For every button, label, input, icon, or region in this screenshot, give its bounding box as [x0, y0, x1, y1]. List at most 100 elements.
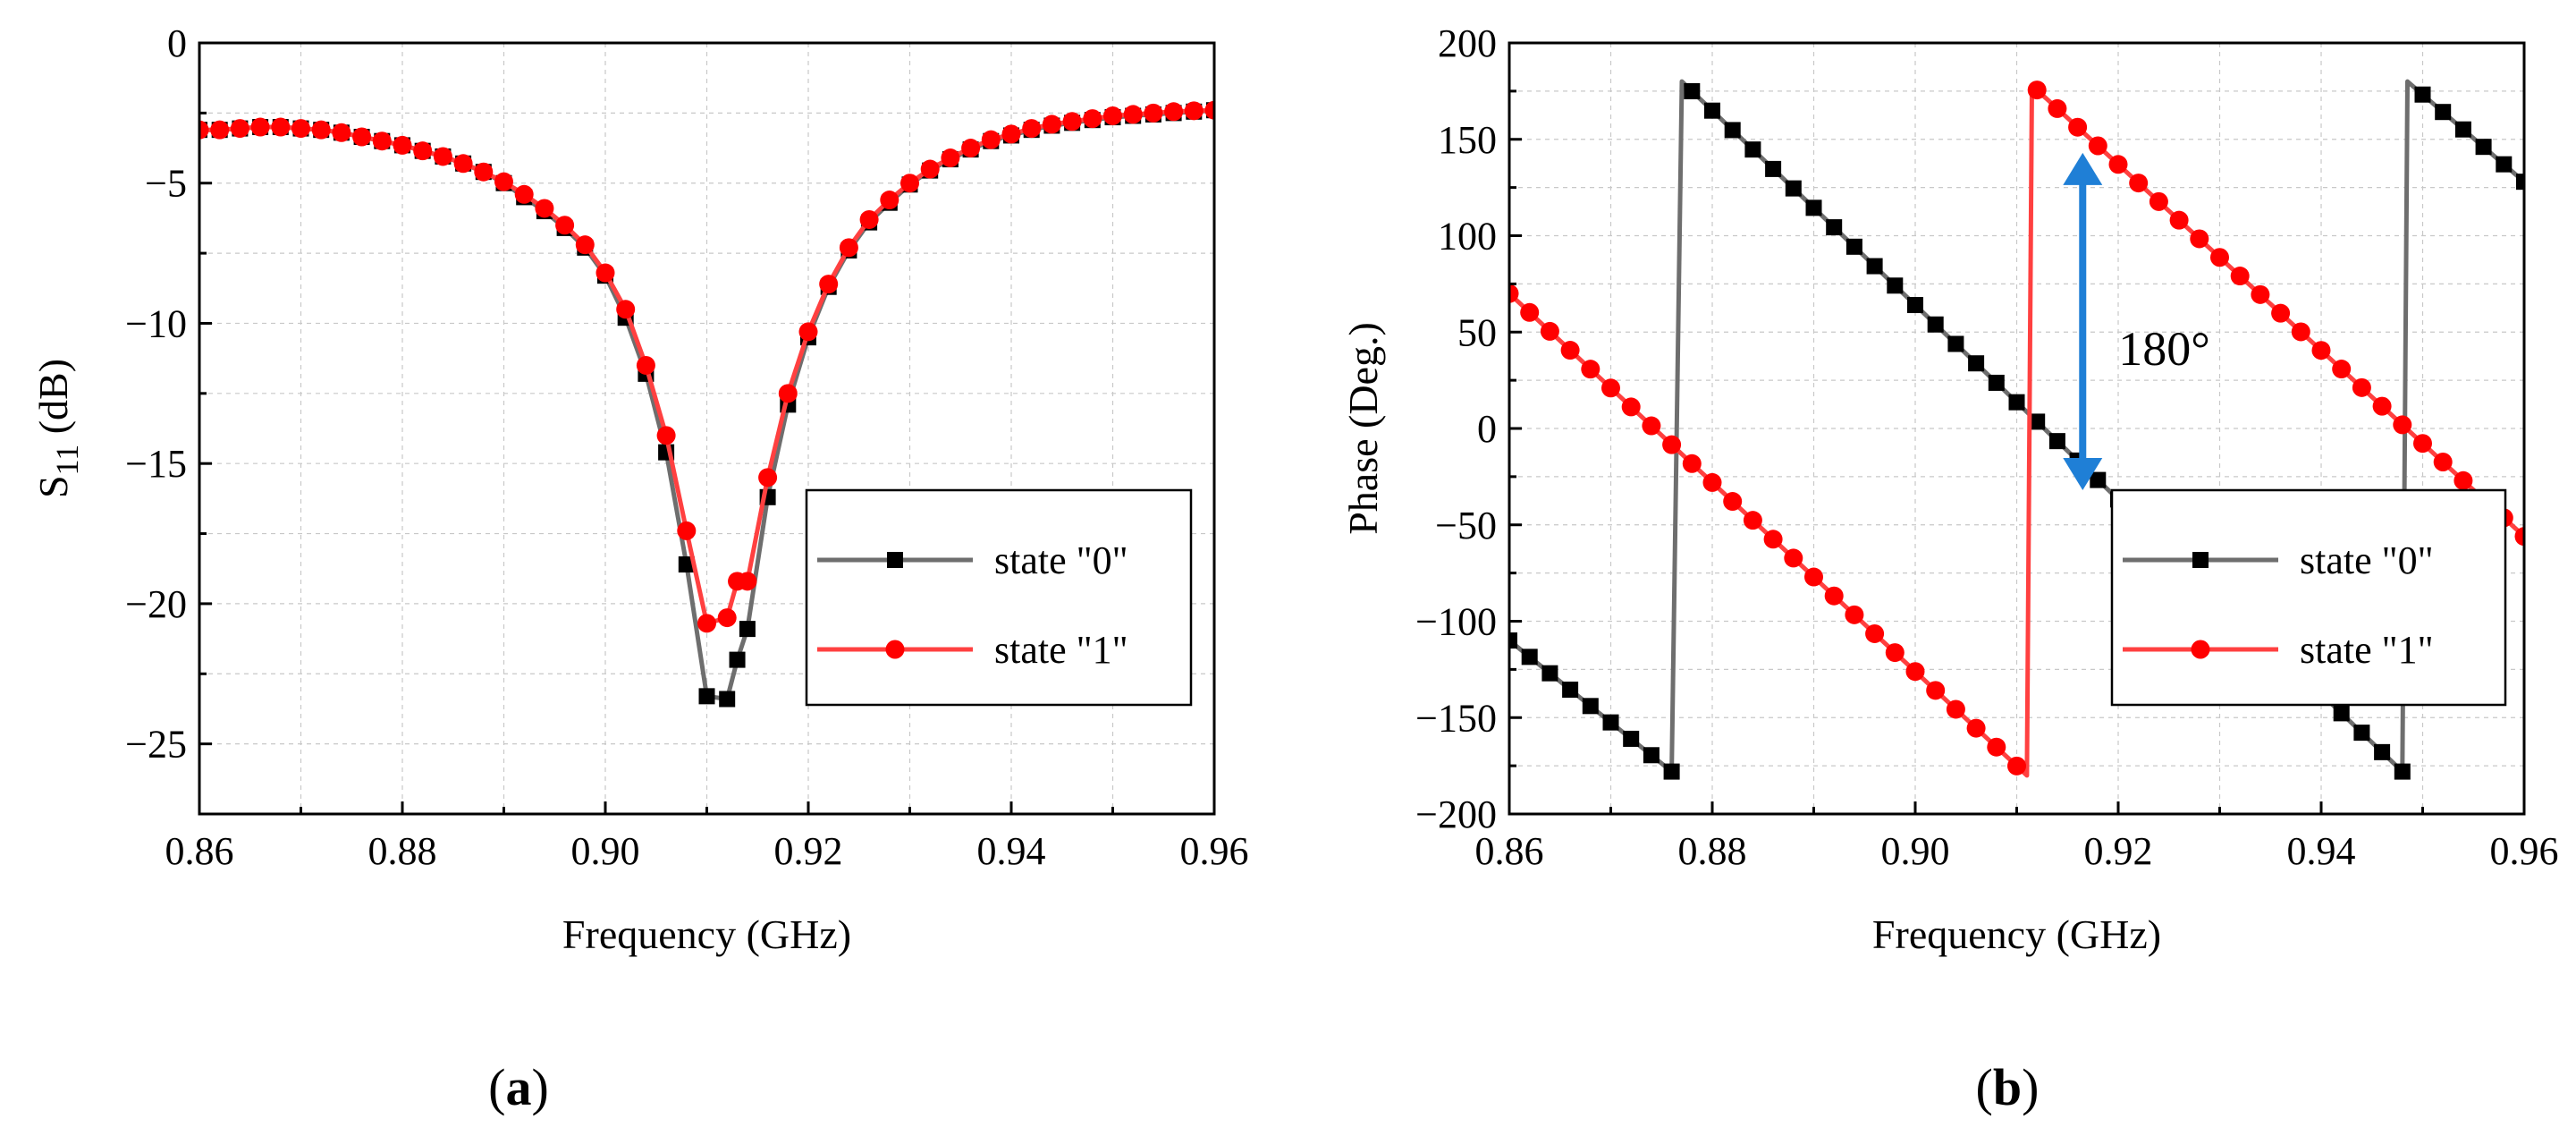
state-1-point [2129, 174, 2149, 193]
state-1-point [920, 159, 940, 179]
state-0-point [739, 621, 756, 638]
state-0-point [1947, 335, 1964, 352]
state-0-point [1785, 180, 1802, 197]
state-0-point [719, 691, 736, 708]
y-tick-label: 0 [1477, 407, 1497, 451]
x-axis: 0.86 0.88 0.90 0.92 0.94 0.96 [1475, 801, 2559, 873]
state-1-point [1865, 623, 1885, 643]
state-0-point [1845, 238, 1862, 255]
legend-state-1-label: state "1" [994, 628, 1128, 672]
legend-state-0-label: state "0" [994, 538, 1128, 582]
state-0-point [1684, 82, 1701, 99]
state-1-point [2311, 341, 2331, 360]
y-axis-label-sub: 11 [49, 445, 85, 476]
x-tick-label: 0.92 [2084, 829, 2153, 873]
legend-state-1-label: state "1" [2300, 628, 2434, 672]
y-axis-label: Phase (Deg.) [1340, 322, 1386, 535]
state-1-point [453, 154, 473, 174]
state-1-point [514, 184, 534, 204]
y-tick-label: −10 [125, 301, 187, 345]
state-1-point [595, 263, 615, 283]
x-tick-label: 0.86 [1475, 829, 1544, 873]
state-1-point [474, 162, 494, 182]
state-0-point [2454, 121, 2471, 138]
x-tick-label: 0.92 [774, 829, 843, 873]
state-1-point [616, 300, 636, 319]
state-1-point [2169, 210, 2189, 230]
state-1-point [535, 199, 554, 218]
state-0-point [2353, 725, 2370, 742]
state-0-point [1704, 102, 1720, 119]
state-0-point [2333, 705, 2350, 722]
annotation-arrow-head-up [2063, 152, 2103, 185]
state-0-point [729, 651, 746, 668]
state-1-point [1062, 112, 1082, 131]
state-1-point [1743, 511, 1762, 530]
state-0-point [1724, 122, 1741, 139]
state-1-point [413, 141, 433, 161]
state-1-point [1204, 100, 1214, 120]
y-tick-label: −5 [145, 162, 187, 206]
state-0-point [1866, 258, 1883, 275]
state-1-point [1763, 530, 1783, 549]
state-1-point [819, 275, 839, 294]
x-tick-label: 0.86 [165, 829, 234, 873]
state-1-point [839, 238, 858, 258]
y-tick-label: 150 [1438, 118, 1497, 162]
state-1-point [941, 148, 960, 168]
legend-box [805, 488, 1193, 707]
state-1-point [1184, 101, 1204, 121]
grid [198, 42, 1215, 814]
state-1-point [2514, 527, 2524, 547]
y-tick-label: 100 [1438, 215, 1497, 259]
y-tick-label: 0 [167, 21, 187, 65]
state-0-point [2394, 763, 2411, 780]
legend-state-0-marker [2192, 552, 2209, 568]
state-1-point [758, 468, 778, 487]
state-1-point [1042, 114, 1061, 134]
state-1-point [1926, 681, 1946, 700]
legend-state-0-marker [887, 552, 903, 568]
state-0-point [1541, 665, 1558, 682]
state-0-point [2516, 174, 2524, 191]
state-1-point [738, 572, 757, 591]
state-1-point [717, 608, 737, 628]
state-0-point [1623, 730, 1640, 747]
x-tick-label: 0.90 [1881, 829, 1950, 873]
state-1-point [433, 147, 452, 166]
state-1-point [2190, 229, 2209, 249]
state-0-point [1765, 160, 1782, 177]
legend-box [2110, 488, 2507, 707]
y-axis: 0 −5 −10 −15 −20 −25 [125, 21, 212, 767]
state-1-point [798, 322, 818, 342]
state-0-point [2414, 86, 2431, 103]
state-0-point [1826, 219, 1843, 236]
state-1-point [2230, 267, 2250, 286]
state-0-point [2090, 471, 2107, 488]
state-1-point [2433, 453, 2453, 472]
state-0-point [678, 556, 695, 573]
state-1-point [2271, 303, 2291, 323]
state-1-point [1905, 662, 1925, 682]
legend: state "0" state "1" [2110, 488, 2507, 707]
state-0-point [1663, 763, 1680, 780]
state-1-point [1824, 586, 1844, 606]
state-1-point [250, 117, 270, 137]
state-0-point [1887, 277, 1904, 294]
state-1-point [1540, 321, 1559, 341]
state-1-point [2413, 434, 2432, 454]
x-tick-label: 0.90 [571, 829, 640, 873]
state-1-point [352, 127, 372, 147]
state-1-point [636, 355, 655, 375]
y-tick-label: −20 [125, 582, 187, 626]
state-1-point [291, 119, 310, 139]
x-tick-label: 0.88 [1678, 829, 1747, 873]
x-axis: 0.86 0.88 0.90 0.92 0.94 0.96 [165, 801, 1249, 873]
state-1-line [199, 107, 1214, 626]
state-0-point [1521, 649, 1538, 665]
x-tick-label: 0.96 [1180, 829, 1249, 873]
state-1-point [2007, 756, 2026, 776]
annotation-label: 180° [2118, 322, 2210, 376]
y-tick-label: −15 [125, 442, 187, 486]
annotation-arrow-head-down [2063, 457, 2103, 490]
